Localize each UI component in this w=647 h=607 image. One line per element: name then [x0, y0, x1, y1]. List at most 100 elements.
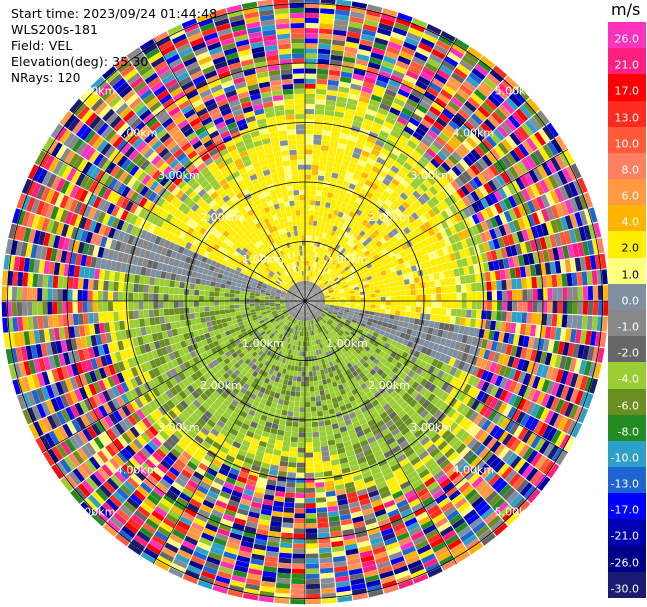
ppi-gate: [362, 207, 370, 215]
ppi-gate: [492, 65, 508, 79]
ppi-gate: [581, 315, 588, 330]
ppi-gate: [321, 259, 326, 265]
ppi-gate: [302, 351, 305, 357]
ppi-gate: [296, 376, 301, 382]
ppi-gate: [391, 31, 406, 41]
ppi-gate: [338, 86, 350, 94]
ppi-gate: [413, 318, 420, 325]
ppi-gate: [316, 502, 327, 508]
ppi-gate: [331, 260, 337, 266]
ppi-gate: [308, 276, 311, 282]
ppi-gate: [324, 388, 330, 395]
ppi-gate: [421, 192, 431, 202]
ppi-gate: [307, 245, 311, 251]
ppi-gate: [385, 309, 391, 315]
ppi-gate: [556, 314, 563, 327]
ppi-gate: [305, 422, 312, 428]
ppi-gate: [491, 310, 497, 321]
ppi-gate: [321, 265, 325, 271]
ppi-gate: [465, 136, 478, 149]
ppi-gate: [424, 28, 440, 40]
ppi-gate: [428, 320, 435, 328]
ppi-gate: [348, 161, 357, 169]
ppi-gate: [331, 126, 342, 133]
ppi-gate: [364, 215, 372, 223]
ppi-gate: [449, 277, 456, 286]
ppi-gate: [277, 429, 285, 436]
ppi-gate: [316, 185, 323, 191]
ppi-gate: [305, 412, 312, 418]
ppi-gate: [466, 283, 472, 292]
ppi-gate: [395, 291, 401, 296]
ppi-gate: [496, 280, 502, 291]
ppi-gate: [389, 203, 398, 212]
ppi-gate: [401, 107, 413, 117]
ppi-gate: [521, 312, 528, 324]
ppi-gate: [305, 205, 310, 211]
ppi-gate: [369, 233, 377, 240]
ppi-gate: [437, 93, 450, 105]
ppi-gate: [393, 65, 407, 75]
ppi-gate: [318, 269, 323, 275]
ppi-gate: [335, 9, 350, 17]
ppi-gate: [497, 158, 508, 171]
ppi-gate: [426, 199, 436, 209]
ppi-gate: [295, 498, 305, 504]
ppi-gate: [337, 233, 343, 240]
ppi-gate: [305, 533, 318, 539]
ppi-gate: [278, 470, 287, 477]
ppi-gate: [317, 63, 329, 70]
ppi-gate: [371, 214, 379, 222]
ppi-gate: [313, 284, 317, 289]
ppi-gate: [311, 256, 315, 262]
ppi-gate: [552, 301, 558, 314]
ppi-gate: [462, 155, 474, 167]
ppi-gate: [344, 176, 352, 183]
ppi-gate: [448, 194, 458, 204]
ppi-gate: [312, 149, 321, 156]
ppi-gate: [305, 0, 320, 3]
ppi-gate: [294, 503, 305, 509]
ppi-gate: [308, 361, 312, 367]
ppi-gate: [526, 277, 533, 289]
ppi-gate: [320, 277, 326, 283]
ppi-gate: [353, 147, 363, 155]
ppi-gate: [343, 56, 356, 64]
ppi-gate: [587, 301, 594, 315]
ppi-gate: [509, 149, 521, 163]
ppi-gate: [481, 282, 487, 292]
ppi-gate: [345, 252, 352, 258]
ppi-gate: [354, 63, 367, 72]
ppi-gate: [367, 103, 379, 112]
ppi-gate: [435, 307, 442, 315]
ppi-gate: [340, 241, 347, 248]
ppi-gate: [556, 274, 563, 287]
ppi-gate: [346, 204, 353, 211]
ppi-gate: [330, 136, 340, 143]
ppi-gate: [282, 405, 289, 411]
ppi-gate: [322, 186, 329, 193]
ppi-gate: [314, 462, 323, 468]
ppi-gate: [470, 92, 484, 105]
ppi-gate: [373, 117, 385, 126]
ppi-gate: [329, 141, 338, 148]
ppi-gate: [417, 196, 427, 206]
ppi-gate: [291, 568, 305, 574]
ppi-gate: [308, 286, 311, 292]
ppi-gate: [305, 109, 315, 115]
ppi-gate: [359, 39, 374, 47]
ppi-gate: [508, 115, 521, 129]
ppi-gate: [356, 256, 362, 263]
ppi-gate: [316, 288, 322, 292]
ppi-gate: [392, 276, 399, 282]
ppi-gate: [298, 422, 305, 428]
ppi-gate: [347, 166, 356, 174]
ppi-gate: [300, 397, 305, 402]
ppi-gate: [352, 259, 358, 266]
ppi-gate: [368, 240, 376, 247]
ppi-gate: [308, 281, 312, 287]
ppi-gate: [383, 55, 397, 65]
ppi-gate: [376, 75, 390, 84]
ppi-gate: [505, 152, 517, 166]
ppi-gate: [431, 294, 437, 301]
